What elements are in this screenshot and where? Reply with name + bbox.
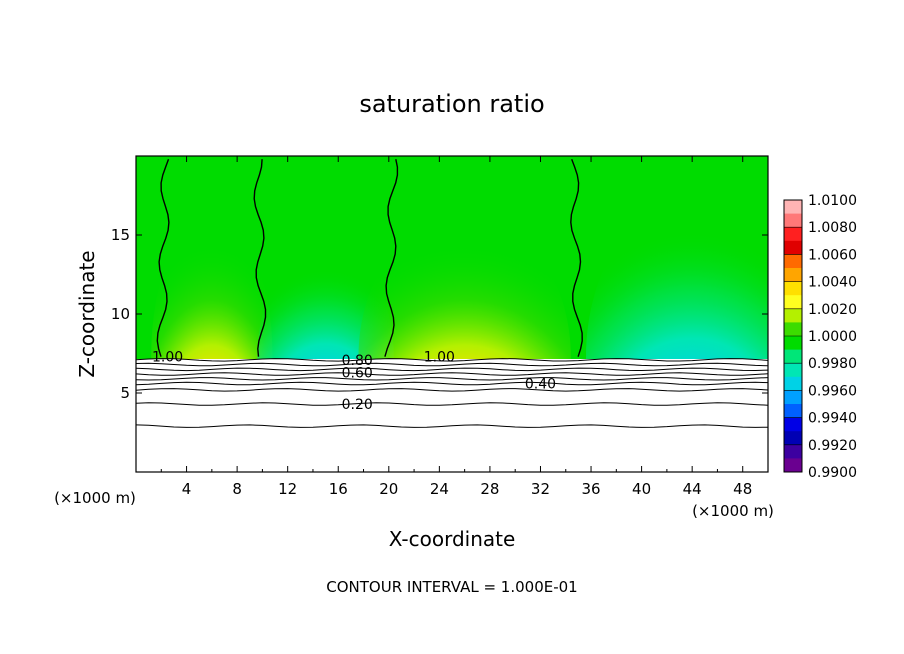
colorbar-swatch <box>784 390 802 405</box>
contour-layer <box>136 158 768 428</box>
contour-label: 1.00 <box>152 350 183 366</box>
x-axis: 4 8 12 16 20 24 28 32 36 40 44 48 <box>160 156 752 498</box>
colorbar-label: 0.9940 <box>808 411 857 427</box>
colorbar-swatch <box>784 240 802 255</box>
colorbar-label: 0.9980 <box>808 356 857 372</box>
x-axis-label: X-coordinate <box>389 527 516 551</box>
x-unit-left: (×1000 m) <box>54 489 136 507</box>
colorbar-swatch <box>784 363 802 378</box>
x-tick-label: 20 <box>379 480 398 498</box>
colorbar-swatch <box>784 200 802 215</box>
contour-interval-note: CONTOUR INTERVAL = 1.000E-01 <box>326 578 577 596</box>
x-tick-label: 4 <box>182 480 192 498</box>
contour-line <box>136 381 768 386</box>
colorbar-swatch <box>784 268 802 283</box>
colorbar-swatch <box>784 295 802 310</box>
colorbar-label: 1.0020 <box>808 302 857 318</box>
contour-label: 0.40 <box>525 377 556 393</box>
colorbar-swatch <box>784 281 802 296</box>
colorbar-label: 1.0000 <box>808 329 857 345</box>
saturation-field <box>136 156 768 472</box>
colorbar-swatch <box>784 444 802 459</box>
contour-label: 0.60 <box>342 365 373 381</box>
contour-line <box>136 402 768 406</box>
saturation-boundary <box>570 158 583 357</box>
y-tick-label: 10 <box>111 305 130 323</box>
x-tick-label: 44 <box>683 480 702 498</box>
x-tick-label: 36 <box>581 480 600 498</box>
x-tick-label: 8 <box>232 480 242 498</box>
colorbar-swatch <box>784 431 802 446</box>
chart-title: saturation ratio <box>359 90 544 118</box>
x-tick-label: 32 <box>531 480 550 498</box>
y-tick-label: 15 <box>111 226 130 244</box>
y-tick-label: 5 <box>120 384 130 402</box>
saturation-boundary <box>253 159 267 357</box>
contour-line <box>136 372 768 376</box>
contour-line <box>136 358 768 362</box>
colorbar-label: 1.0060 <box>808 247 857 263</box>
colorbar: 1.0100 1.0080 1.0060 1.0040 1.0020 1.0000 0.99… <box>783 193 857 481</box>
x-tick-label: 40 <box>632 480 651 498</box>
contour-line <box>136 388 768 392</box>
colorbar-label: 1.0080 <box>808 220 857 236</box>
colorbar-swatch <box>784 349 802 364</box>
contour-label: 0.80 <box>342 353 373 369</box>
colorbar-swatch <box>784 376 802 391</box>
colorbar-swatch <box>784 458 802 473</box>
contour-line <box>136 362 768 367</box>
saturation-boundary <box>156 158 170 357</box>
contour-label: 0.20 <box>342 397 373 413</box>
colorbar-swatch <box>784 213 802 228</box>
x-tick-label: 48 <box>733 480 752 498</box>
colorbar-swatch <box>784 227 802 242</box>
colorbar-label: 0.9960 <box>808 383 857 399</box>
x-unit-right: (×1000 m) <box>692 502 774 520</box>
colorbar-label: 1.0100 <box>808 193 857 209</box>
below-cloud-region <box>136 359 768 472</box>
x-tick-label: 12 <box>278 480 297 498</box>
x-tick-label: 28 <box>480 480 499 498</box>
contour-labels: 1.00 0.800.60 1.00 0.40 0.20 <box>152 350 556 413</box>
x-tick-label: 16 <box>329 480 348 498</box>
contour-line <box>136 424 768 428</box>
colorbar-swatch <box>784 336 802 351</box>
colorbar-swatch <box>784 254 802 269</box>
colorbar-swatch <box>784 417 802 432</box>
contour-label: 1.00 <box>424 350 455 366</box>
contour-line <box>136 377 768 381</box>
colorbar-label: 0.9900 <box>808 465 857 481</box>
colorbar-swatch <box>784 308 802 323</box>
contour-line <box>136 367 768 372</box>
colorbar-swatch <box>784 404 802 419</box>
y-axis: 5 10 15 <box>111 226 768 402</box>
x-tick-label: 24 <box>430 480 449 498</box>
colorbar-label: 1.0040 <box>808 275 857 291</box>
colorbar-label: 0.9920 <box>808 438 857 454</box>
colorbar-swatch <box>784 322 802 337</box>
y-axis-label: Z-coordinate <box>75 250 99 377</box>
saturation-boundary <box>384 159 399 357</box>
